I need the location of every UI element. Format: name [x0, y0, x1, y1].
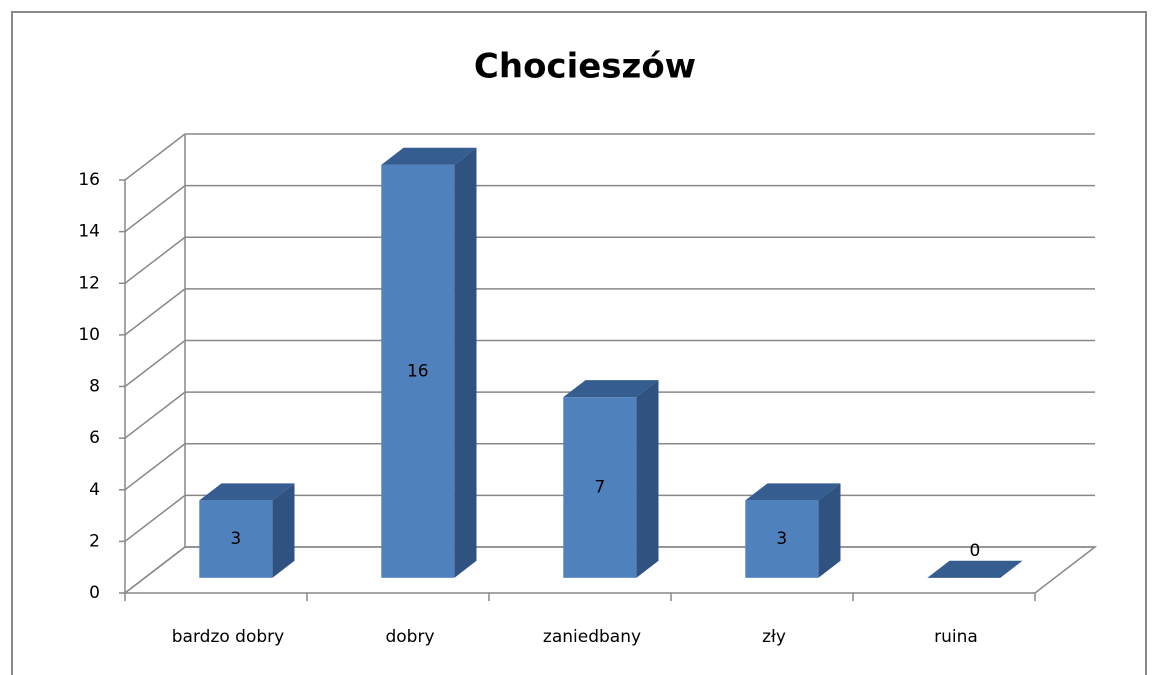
- grid-line: [124, 288, 186, 336]
- grid-line: [124, 339, 186, 388]
- x-tick-label: zaniedbany: [543, 627, 641, 647]
- y-tick-label: 4: [89, 480, 100, 500]
- y-tick-label: 8: [89, 377, 100, 397]
- bar-top: [563, 380, 659, 398]
- y-tick-label: 16: [78, 170, 100, 190]
- grid-line: [124, 391, 186, 439]
- value-label: 3: [776, 529, 787, 549]
- y-tick-label: 12: [78, 273, 100, 293]
- bar-top: [927, 560, 1023, 578]
- y-tick-label: 0: [89, 583, 100, 603]
- bar-side: [636, 380, 659, 578]
- bar: [199, 500, 273, 578]
- x-tick-label: ruina: [934, 627, 978, 647]
- grid-line: [124, 494, 186, 542]
- grid-line: [124, 185, 186, 233]
- x-tick-label: dobry: [385, 627, 434, 647]
- x-tick-label: zły: [762, 627, 786, 647]
- y-tick-label: 6: [89, 428, 100, 448]
- bar-top: [381, 147, 477, 165]
- value-label: 3: [230, 529, 241, 549]
- value-label: 7: [594, 477, 605, 497]
- value-label: 0: [969, 541, 980, 561]
- y-tick-label: 2: [89, 531, 100, 551]
- grid-line: [124, 133, 186, 181]
- bar: [381, 164, 455, 578]
- chart-title: Chocieszów: [474, 47, 696, 87]
- bar-side: [818, 483, 841, 578]
- bar-top: [199, 483, 295, 501]
- grid-line: [124, 546, 186, 594]
- value-label: 16: [407, 361, 429, 381]
- bar-side: [272, 483, 295, 578]
- grid-line: [124, 236, 186, 284]
- x-tick-label: bardzo dobry: [172, 627, 284, 647]
- bar: [745, 500, 819, 578]
- bar: [563, 397, 637, 578]
- bar-side: [454, 147, 477, 578]
- y-tick-label: 14: [78, 222, 100, 242]
- grid-line: [124, 443, 186, 491]
- y-tick-label: 10: [78, 325, 100, 345]
- bar-top: [745, 483, 841, 501]
